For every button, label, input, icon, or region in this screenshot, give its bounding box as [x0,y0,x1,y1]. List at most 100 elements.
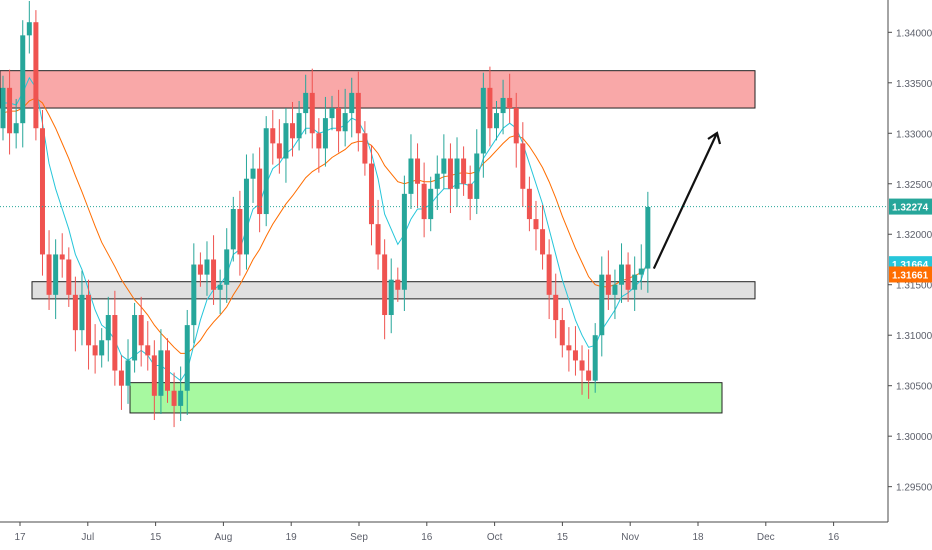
candle-body [599,274,605,336]
candle-body [204,259,210,275]
y-tick-label: 1.31500 [896,281,932,292]
candle-body [92,345,98,356]
candle-body [290,123,296,139]
candle-body [559,320,565,346]
candle-body [447,158,453,189]
candle-body [20,35,26,124]
projection-arrow [652,131,722,270]
candle-body [151,355,157,396]
candle-body [507,97,513,109]
candle-body [138,315,144,346]
candle-body [7,87,13,134]
candle-body [145,345,151,356]
candle-body [211,259,217,290]
price-axis[interactable]: 1.29500 1.30000 1.30500 1.31000 1.31500 1.320… [888,28,932,494]
candle-body [408,158,414,194]
candle-body [467,183,473,199]
candle-body [480,87,486,154]
candle-body [178,390,184,406]
price-label-box [889,266,932,283]
candle-body [355,92,361,134]
candle-body [86,294,92,346]
candle-body [632,274,638,290]
candlesticks [0,1,651,428]
price-label-text: 1.31664 [892,260,929,271]
candle-body [546,254,552,295]
price-label-text: 1.32274 [892,203,929,214]
candle-body [171,390,177,406]
candle-body [572,350,578,361]
candle-body [118,370,124,386]
x-tick-label: 16 [421,532,433,543]
candle-body [533,219,539,230]
candle-body [454,158,460,189]
candle-body [586,370,592,381]
y-tick-label: 1.30500 [896,382,932,393]
y-tick-label: 1.32500 [896,180,932,191]
candle-body [395,279,401,290]
candle-body [283,123,289,159]
candle-body [191,264,197,326]
candle-body [336,108,342,132]
candle-body [309,92,315,134]
candle-body [13,123,19,134]
zone-support [129,382,723,414]
y-tick-label: 1.29500 [896,483,932,494]
y-tick-label: 1.32000 [896,230,932,241]
x-tick-label: Oct [487,532,503,543]
x-tick-label: 15 [150,532,162,543]
candle-body [645,206,651,269]
candle-body [526,188,532,220]
price-label-box [889,198,932,215]
candle-body [474,153,480,199]
candle-body [605,274,611,295]
time-axis[interactable]: 17 Jul 15 Aug 19 Sep 16 Oct 15 Nov 18 Dec 16 [14,522,840,543]
candle-body [237,209,243,255]
candle-body [322,118,328,149]
candle-body [125,360,131,386]
candle-body [243,178,249,255]
candle-body [513,108,519,144]
candle-body [461,158,467,184]
candle-body [619,264,625,285]
candle-body [33,22,39,129]
candle-body [520,143,526,189]
candle-body [72,294,78,331]
candle-body [224,249,230,285]
x-tick-label: 16 [828,532,840,543]
y-tick-label: 1.31000 [896,331,932,342]
candle-body [553,294,559,321]
candle-body [500,97,506,114]
candle-body [428,188,434,220]
candle-body [257,168,263,215]
candle-body [59,254,65,260]
x-tick-label: Sep [350,532,368,543]
candle-body [415,158,421,184]
candle-body [388,279,394,316]
candle-body [579,360,585,371]
candle-body [303,92,309,114]
x-tick-label: Jul [81,532,94,543]
candle-body [66,259,72,295]
candle-body [434,173,440,189]
candle-body [39,128,45,255]
candle-body [263,128,269,215]
candle-body [105,315,111,341]
candle-body [197,264,203,275]
candle-body [26,22,32,36]
candle-body [316,133,322,149]
candle-body [368,163,374,225]
candle-body [342,113,348,132]
candle-body [349,92,355,114]
x-tick-label: Dec [757,532,775,543]
candle-body [612,284,618,295]
candle-body [79,294,85,331]
y-tick-label: 1.33000 [896,129,932,140]
candle-body [625,264,631,290]
candle-body [53,254,59,295]
candle-body [494,113,499,129]
candle-body [362,133,368,164]
candle-body [276,143,282,159]
zone-resistance [0,70,756,109]
